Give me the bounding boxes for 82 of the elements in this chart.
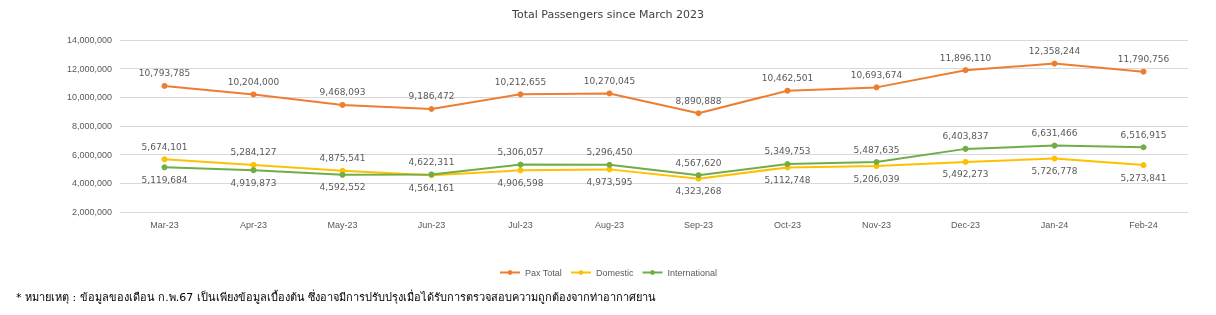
x-tick-label: Jul-23 [508, 219, 533, 230]
data-label: 6,516,915 [1120, 129, 1167, 140]
data-label: 5,119,684 [141, 174, 188, 185]
legend-label: Pax Total [524, 267, 562, 278]
point [606, 90, 613, 97]
data-label: 5,492,273 [942, 169, 989, 180]
point [339, 101, 346, 108]
text: * หมายเหตุ : ข้อมูลของเดือน ก.พ.67 เป็นเพียงข้อมูลเบื้องต้น ซึ่งอาจมีการปรับปรุงเมื่อได้รับการตรวจสอบความถูกต้องจากท่าอากาศยาน [15, 288, 658, 306]
point [1140, 162, 1147, 169]
data-label: 4,567,620 [675, 157, 722, 168]
data-label: 11,896,110 [939, 52, 992, 63]
data-label: 5,674,101 [141, 141, 188, 152]
x-tick-label: Apr-23 [239, 219, 268, 230]
point [517, 91, 524, 98]
data-label: 4,875,541 [319, 153, 366, 164]
y-tick-label: 14,000,000 [66, 35, 112, 45]
point [695, 110, 702, 117]
data-label: 9,186,472 [408, 91, 455, 102]
point [517, 161, 524, 168]
data-label: 5,112,748 [764, 174, 811, 185]
data-label: 5,487,635 [853, 144, 900, 155]
point [1051, 60, 1058, 67]
y-tick-label: 6,000,000 [71, 149, 112, 160]
data-label: 5,284,127 [230, 147, 277, 158]
data-label: 10,462,501 [761, 73, 814, 84]
data-label: 6,403,837 [942, 131, 989, 142]
x-tick-label: Aug-23 [594, 219, 625, 230]
point [1140, 144, 1147, 151]
data-label: 12,358,244 [1028, 46, 1081, 57]
chart-title: Total Passengers since March 2023 [511, 8, 704, 21]
data-label: 5,273,841 [1120, 172, 1167, 183]
point [161, 164, 168, 171]
data-label: 4,906,598 [497, 177, 544, 188]
point [250, 167, 257, 174]
data-label: 4,622,311 [408, 156, 455, 167]
data-label: 6,631,466 [1031, 128, 1078, 139]
point [962, 145, 969, 152]
data-label: 11,790,756 [1117, 54, 1170, 65]
data-label: 5,349,753 [764, 146, 811, 157]
data-label: 4,919,873 [230, 177, 277, 188]
data-label: 4,323,268 [675, 186, 722, 197]
data-label: 5,726,778 [1031, 166, 1078, 177]
point [250, 91, 257, 98]
data-label: 10,693,674 [850, 69, 903, 80]
data-label: 5,306,057 [497, 147, 544, 158]
data-label: 4,973,595 [586, 176, 633, 187]
x-tick-label: Oct-23 [773, 219, 802, 230]
legend-label: International [667, 267, 718, 278]
data-label: 8,890,888 [675, 95, 722, 106]
point [784, 160, 791, 167]
data-label: 4,564,161 [408, 182, 455, 193]
y-tick-label: 8,000,000 [71, 121, 112, 131]
y-tick-label: 4,000,000 [71, 178, 112, 189]
data-label: 5,206,039 [853, 173, 900, 184]
x-tick-label: Feb-24 [1129, 219, 1158, 230]
data-label: 4,592,552 [319, 182, 366, 193]
data-label: 10,212,655 [494, 76, 547, 87]
data-label: 10,204,000 [227, 76, 280, 87]
point [873, 159, 880, 166]
x-tick-label: Jan-24 [1040, 219, 1069, 230]
y-tick-label: 12,000,000 [66, 63, 112, 74]
data-label: 10,270,045 [583, 75, 636, 86]
legend-label: Domestic [595, 267, 634, 278]
point [339, 171, 346, 178]
x-tick-label: May-23 [327, 219, 358, 230]
x-tick-label: Mar-23 [150, 219, 179, 230]
point [606, 161, 613, 168]
y-tick-label: 10,000,000 [66, 92, 112, 103]
point [161, 82, 168, 89]
x-tick-label: Nov-23 [861, 219, 892, 230]
x-tick-label: Dec-23 [950, 219, 981, 230]
x-tick-label: Sep-23 [683, 219, 714, 230]
point [962, 158, 969, 165]
point [428, 106, 435, 112]
data-label: 5,296,450 [586, 147, 633, 158]
y-tick-label: 2,000,000 [71, 207, 112, 217]
data-label: 10,793,785 [138, 68, 191, 79]
point [962, 67, 969, 74]
x-tick-label: Jun-23 [417, 219, 446, 230]
point [1051, 155, 1058, 162]
data-label: 9,468,093 [319, 87, 366, 98]
point [784, 87, 791, 94]
